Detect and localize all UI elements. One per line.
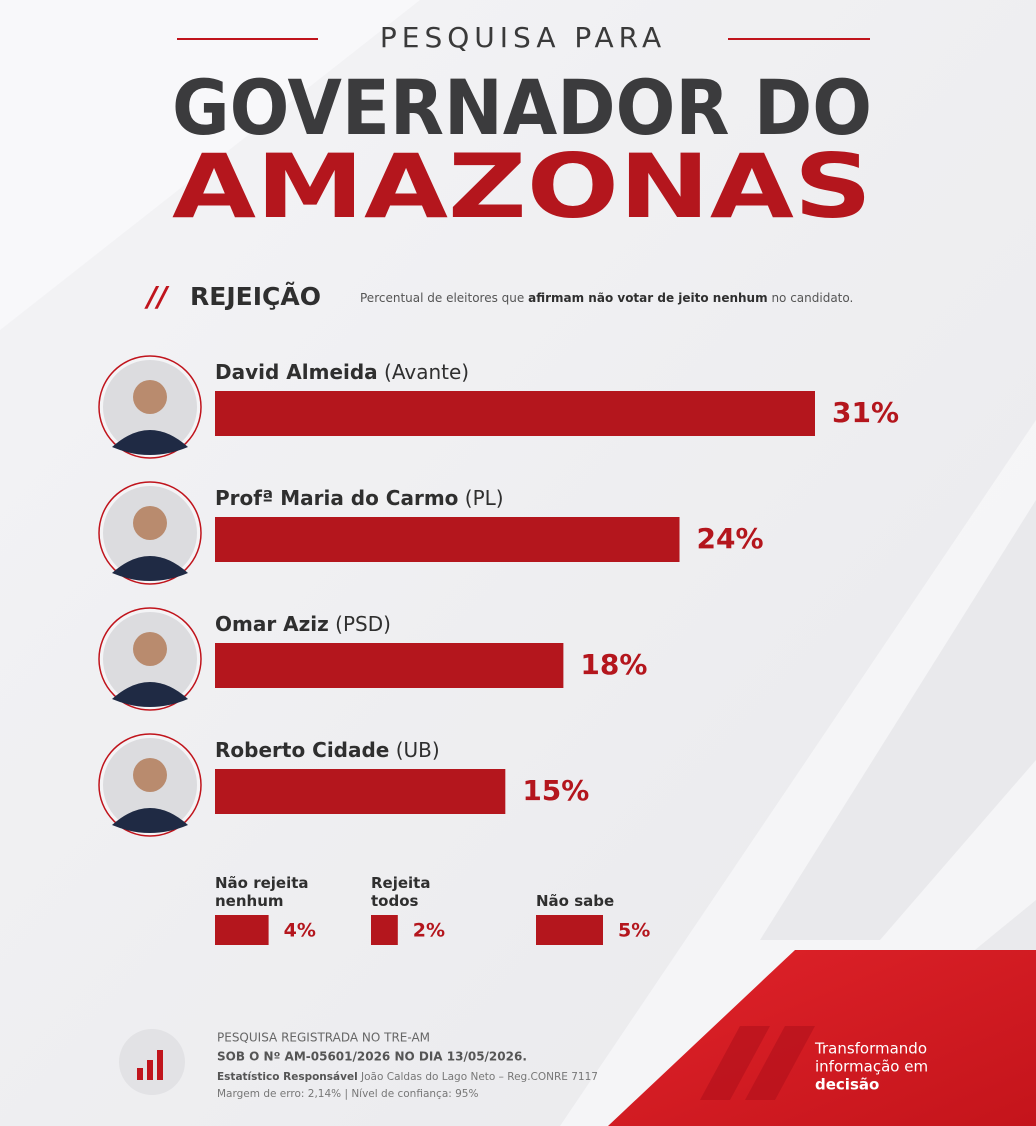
value-label: 31% (832, 396, 899, 429)
portrait-head (133, 632, 167, 666)
candidate-name-bold: Profª Maria do Carmo (215, 486, 458, 510)
candidate-name-bold: David Almeida (215, 360, 378, 384)
bg-shape (0, 0, 420, 330)
brand-text: informação em (815, 1058, 928, 1076)
portrait-head (133, 758, 167, 792)
candidate-name-bold: Roberto Cidade (215, 738, 389, 762)
section-label: REJEIÇÃO (190, 282, 321, 311)
bg-shape (760, 500, 1036, 940)
footer-rest: João Caldas do Lago Neto – Reg.CONRE 711… (360, 1071, 598, 1083)
portrait-body (112, 430, 188, 455)
footer-text: Estatístico Responsável João Caldas do L… (217, 1071, 598, 1083)
small-value-label: 4% (284, 920, 316, 942)
small-bar (371, 915, 398, 945)
footer-bold: Estatístico Responsável (217, 1071, 358, 1083)
candidate-party: (PL) (465, 486, 504, 510)
footer-text: SOB O Nº AM-05601/2026 NO DIA 13/05/2026… (217, 1050, 527, 1064)
slash-mark (700, 1026, 770, 1100)
portrait-head (133, 506, 167, 540)
small-bar (536, 915, 603, 945)
value-label: 15% (522, 774, 589, 807)
icon-bar (137, 1068, 143, 1080)
footer-text: Margem de erro: 2,14% | Nível de confian… (217, 1088, 478, 1100)
title-line: GOVERNADOR DO (172, 63, 872, 152)
brand-text: decisão (815, 1076, 879, 1094)
small-value-label: 2% (413, 920, 445, 942)
bar (215, 391, 815, 436)
slash-mark (745, 1026, 815, 1100)
value-label: 24% (697, 522, 764, 555)
small-category: Rejeita todos (371, 874, 431, 910)
candidate-party: (PSD) (335, 612, 391, 636)
bar (215, 769, 506, 814)
brand-text: Transformando (814, 1040, 927, 1058)
portrait-body (112, 682, 188, 707)
icon-bar (147, 1060, 153, 1080)
candidate-name: David Almeida (Avante) (215, 360, 469, 384)
value-label: 18% (580, 648, 647, 681)
bg-shape (560, 420, 1036, 1126)
candidate-name: Profª Maria do Carmo (PL) (215, 486, 504, 510)
small-bar (215, 915, 269, 945)
candidate-name: Omar Aziz (PSD) (215, 612, 391, 636)
icon-bar (157, 1050, 163, 1080)
small-value-label: 5% (618, 920, 650, 942)
description-part: Percentual de eleitores que (360, 291, 524, 305)
candidate-party: (UB) (396, 738, 440, 762)
description-part: no candidato. (771, 291, 853, 305)
description-part: afirmam não votar de jeito nenhum (528, 291, 768, 305)
footer-text: PESQUISA REGISTRADA NO TRE-AM (217, 1031, 430, 1045)
candidate-name: Roberto Cidade (UB) (215, 738, 440, 762)
small-category: Não sabe (536, 892, 615, 910)
bar (215, 643, 564, 688)
small-category: Não rejeita nenhum (215, 874, 309, 910)
candidate-party: (Avante) (384, 360, 469, 384)
candidate-name-bold: Omar Aziz (215, 612, 329, 636)
section-description: Percentual de eleitores que afirmam não … (360, 291, 853, 305)
portrait-body (112, 556, 188, 581)
portrait-head (133, 380, 167, 414)
bar (215, 517, 680, 562)
portrait-body (112, 808, 188, 833)
kicker: PESQUISA PARA (380, 21, 666, 54)
section-slash: // (144, 280, 170, 313)
title-line: AMAZONAS (172, 135, 872, 238)
